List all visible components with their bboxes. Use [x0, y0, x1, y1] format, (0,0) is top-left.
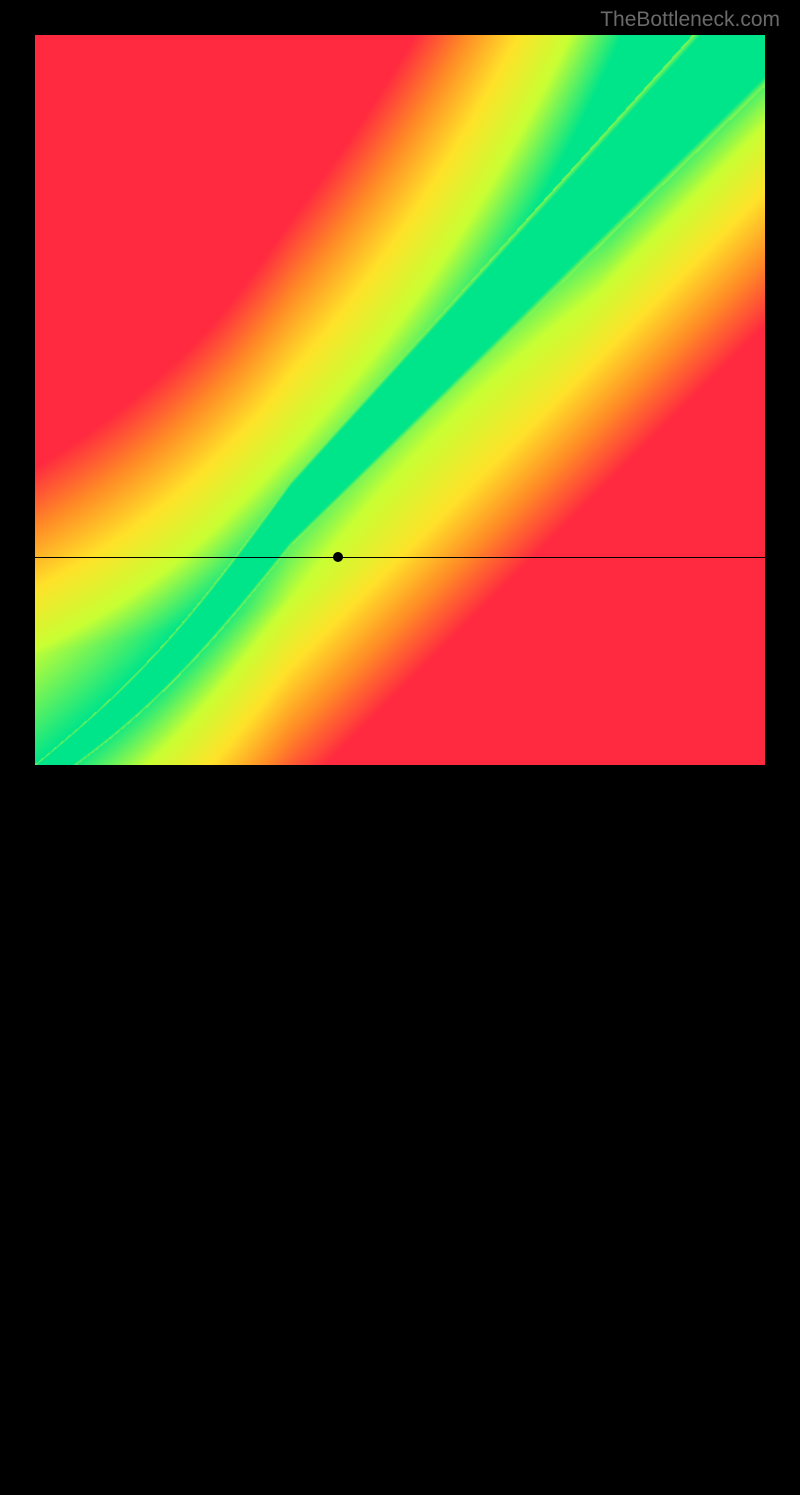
crosshair-horizontal	[35, 557, 765, 558]
heatmap-canvas	[35, 35, 765, 765]
crosshair-vertical	[338, 765, 339, 1495]
heatmap-plot	[35, 35, 765, 765]
crosshair-marker	[333, 552, 343, 562]
watermark-text: TheBottleneck.com	[600, 8, 780, 32]
